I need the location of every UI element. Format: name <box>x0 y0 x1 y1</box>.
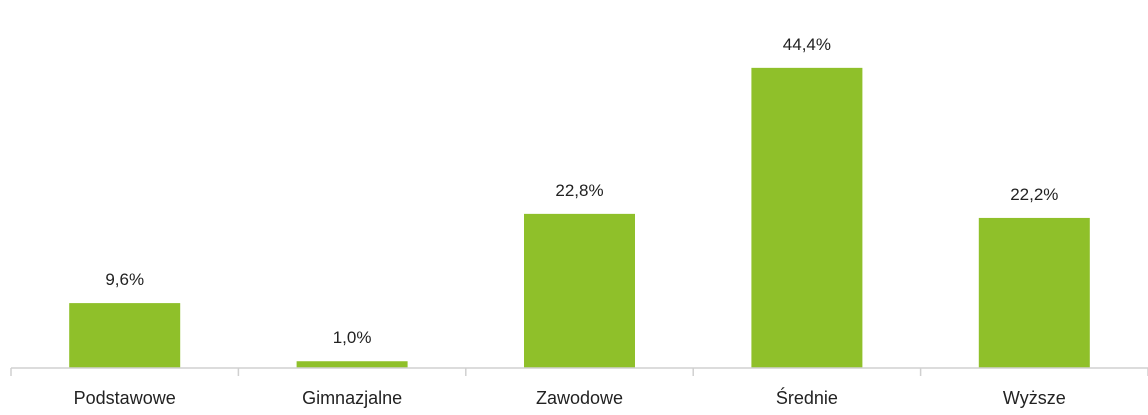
bar-wyższe <box>978 217 1090 368</box>
x-axis-ticks <box>10 368 1148 376</box>
category-label: Wyższe <box>1003 388 1066 408</box>
bar-gimnazjalne <box>296 361 408 368</box>
data-label: 22,8% <box>555 181 603 200</box>
category-label: Średnie <box>776 387 838 408</box>
bar-podstawowe <box>69 303 181 368</box>
data-labels-group: 9,6% 1,0% 22,8% 44,4% 22,2% <box>105 35 1058 347</box>
category-label: Gimnazjalne <box>302 388 402 408</box>
data-label: 1,0% <box>333 328 372 347</box>
bar-zawodowe <box>524 213 635 368</box>
category-labels-group: Podstawowe Gimnazjalne Zawodowe Średnie Wyżs… <box>74 387 1066 408</box>
category-label: Podstawowe <box>74 388 176 408</box>
data-label: 22,2% <box>1010 185 1058 204</box>
bar-średnie <box>751 67 863 368</box>
data-label: 44,4% <box>783 35 831 54</box>
category-label: Zawodowe <box>536 388 623 408</box>
data-label: 9,6% <box>105 270 144 289</box>
bars-group <box>69 67 1090 368</box>
